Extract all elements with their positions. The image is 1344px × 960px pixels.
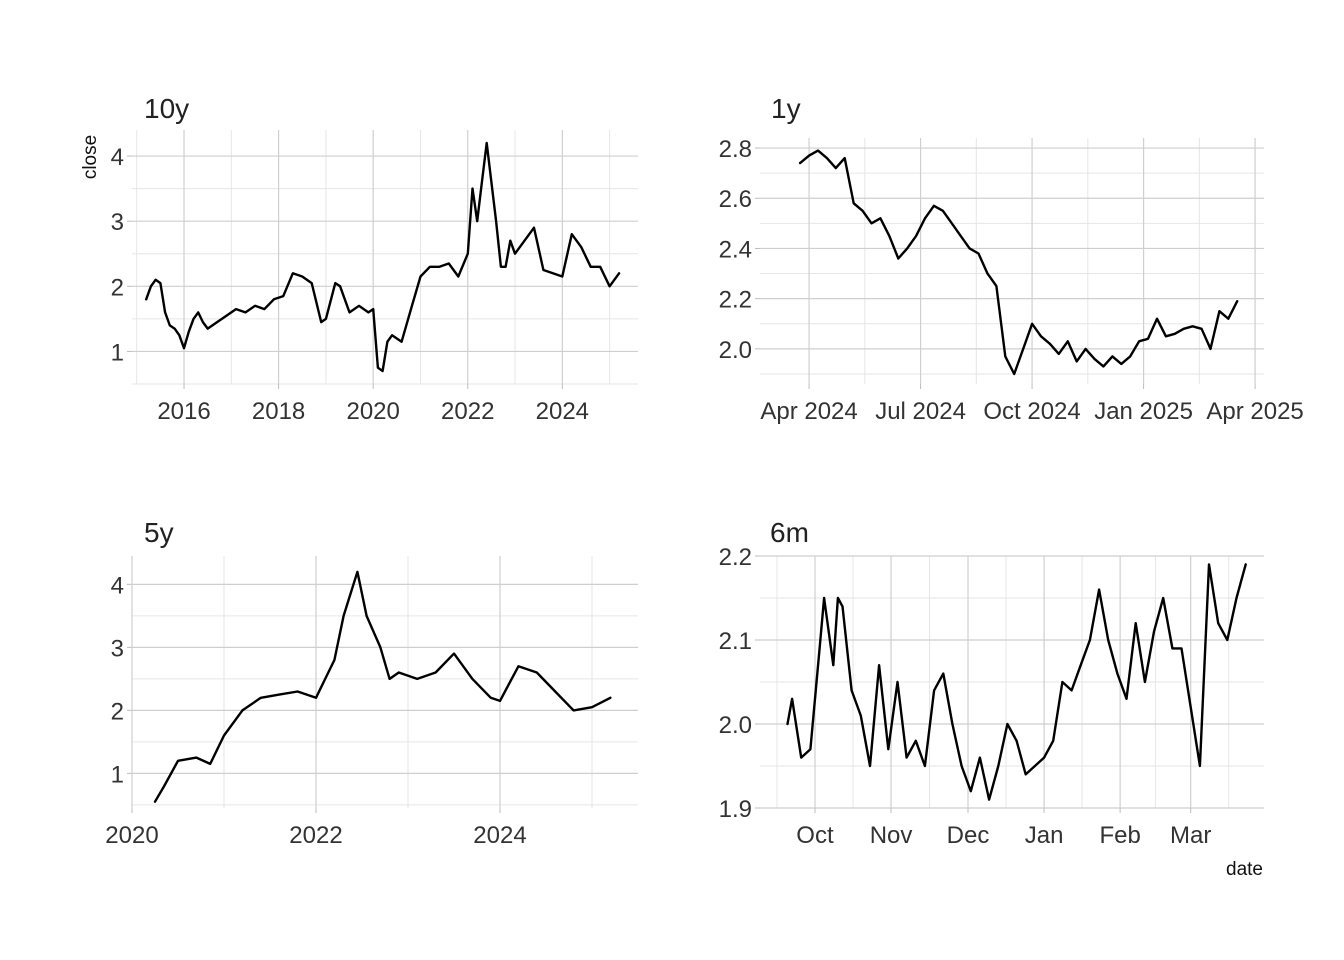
y-tick-label: 2 [111, 274, 124, 301]
x-tick-label: Nov [870, 822, 913, 849]
panel-title: 10y [144, 93, 189, 124]
y-tick-label: 4 [111, 144, 124, 171]
x-tick-label: Feb [1099, 822, 1140, 849]
x-tick-label: 2020 [105, 822, 158, 849]
y-tick-label: 1.9 [719, 796, 752, 823]
x-tick-label: Oct [796, 822, 834, 849]
y-tick-label: 3 [111, 635, 124, 662]
y-tick-label: 3 [111, 209, 124, 236]
x-tick-label: 2016 [157, 398, 210, 425]
close-price-line [144, 141, 621, 373]
y-axis-title: close [80, 135, 101, 179]
y-tick-label: 2.6 [719, 186, 752, 213]
x-tick-label: Dec [947, 822, 990, 849]
x-tick-label: 2022 [289, 822, 342, 849]
panel-title: 5y [144, 517, 174, 548]
y-tick-label: 2.2 [719, 287, 752, 314]
x-tick-label: Jan [1025, 822, 1064, 849]
x-tick-label: Oct 2024 [983, 398, 1080, 425]
x-tick-label: Jul 2024 [875, 398, 966, 425]
y-tick-label: 2 [111, 698, 124, 725]
x-tick-label: 2024 [473, 822, 526, 849]
y-tick-label: 2.2 [719, 544, 752, 571]
y-tick-label: 2.1 [719, 628, 752, 655]
x-tick-label: 2024 [536, 398, 589, 425]
x-tick-label: Mar [1170, 822, 1211, 849]
panel-5y: 1 2 3 4 2020 2022 2024 5y [105, 517, 638, 849]
x-tick-label: Apr 2025 [1206, 398, 1303, 425]
panel-10y: 1 2 3 4 2016 2018 2020 2022 2024 10y [111, 93, 638, 425]
y-tick-label: 2.8 [719, 136, 752, 163]
close-price-line [798, 149, 1239, 376]
y-tick-label: 1 [111, 339, 124, 366]
panel-title: 1y [771, 93, 801, 124]
panel-1y: 2.0 2.2 2.4 2.6 2.8 Apr 2024 Jul 2024 Oct 2024 J… [719, 93, 1304, 425]
x-tick-label: Apr 2024 [760, 398, 857, 425]
x-tick-label: 2018 [252, 398, 305, 425]
x-tick-label: 2022 [441, 398, 494, 425]
x-tick-label: 2020 [346, 398, 399, 425]
close-price-line [153, 570, 612, 803]
x-tick-label: Jan 2025 [1094, 398, 1193, 425]
x-axis-title: date [1226, 859, 1263, 880]
y-tick-label: 4 [111, 572, 124, 599]
panel-6m: 1.9 2.0 2.1 2.2 Oct Nov Dec Jan Feb Mar 6m [719, 517, 1264, 849]
y-tick-label: 2.0 [719, 337, 752, 364]
y-tick-label: 1 [111, 761, 124, 788]
y-tick-label: 2.4 [719, 236, 752, 263]
close-price-line [786, 563, 1247, 801]
y-tick-label: 2.0 [719, 712, 752, 739]
panel-title: 6m [770, 517, 809, 548]
